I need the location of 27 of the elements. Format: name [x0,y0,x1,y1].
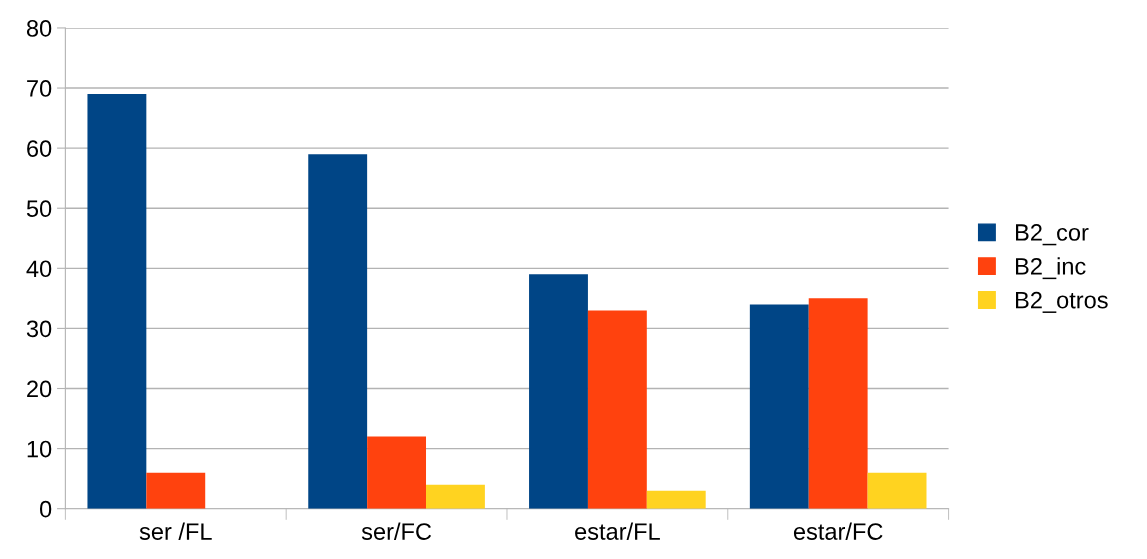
bar [87,94,147,509]
legend-label: B2_cor [1016,224,1089,246]
x-tick-label: estar/FL [575,522,660,540]
bar [587,310,647,509]
bar [146,472,206,509]
y-tick-label: 10 [27,440,52,458]
bar [529,274,588,509]
y-tick-label: 20 [27,380,52,398]
y-tick-label: 60 [27,140,52,157]
bar [646,490,706,509]
y-tick-label: 40 [26,260,52,278]
bar [308,154,368,509]
bar [867,472,927,509]
bar [749,304,809,509]
y-tick-label: 30 [26,320,52,338]
y-tick-label: 70 [27,80,52,97]
x-tick-label: ser/FC [361,522,432,540]
legend-label: B2_inc [1016,257,1086,280]
legend-label: B2_otros [1016,291,1108,313]
x-tick-label: ser /FL [139,522,212,540]
y-tick-label: 50 [26,200,52,218]
bar [367,436,427,509]
bar [426,484,485,509]
x-tick-label: estar/FC [793,522,883,540]
bar [808,298,868,509]
y-tick-label: 80 [26,20,52,37]
y-tick-label: 0 [39,500,52,518]
